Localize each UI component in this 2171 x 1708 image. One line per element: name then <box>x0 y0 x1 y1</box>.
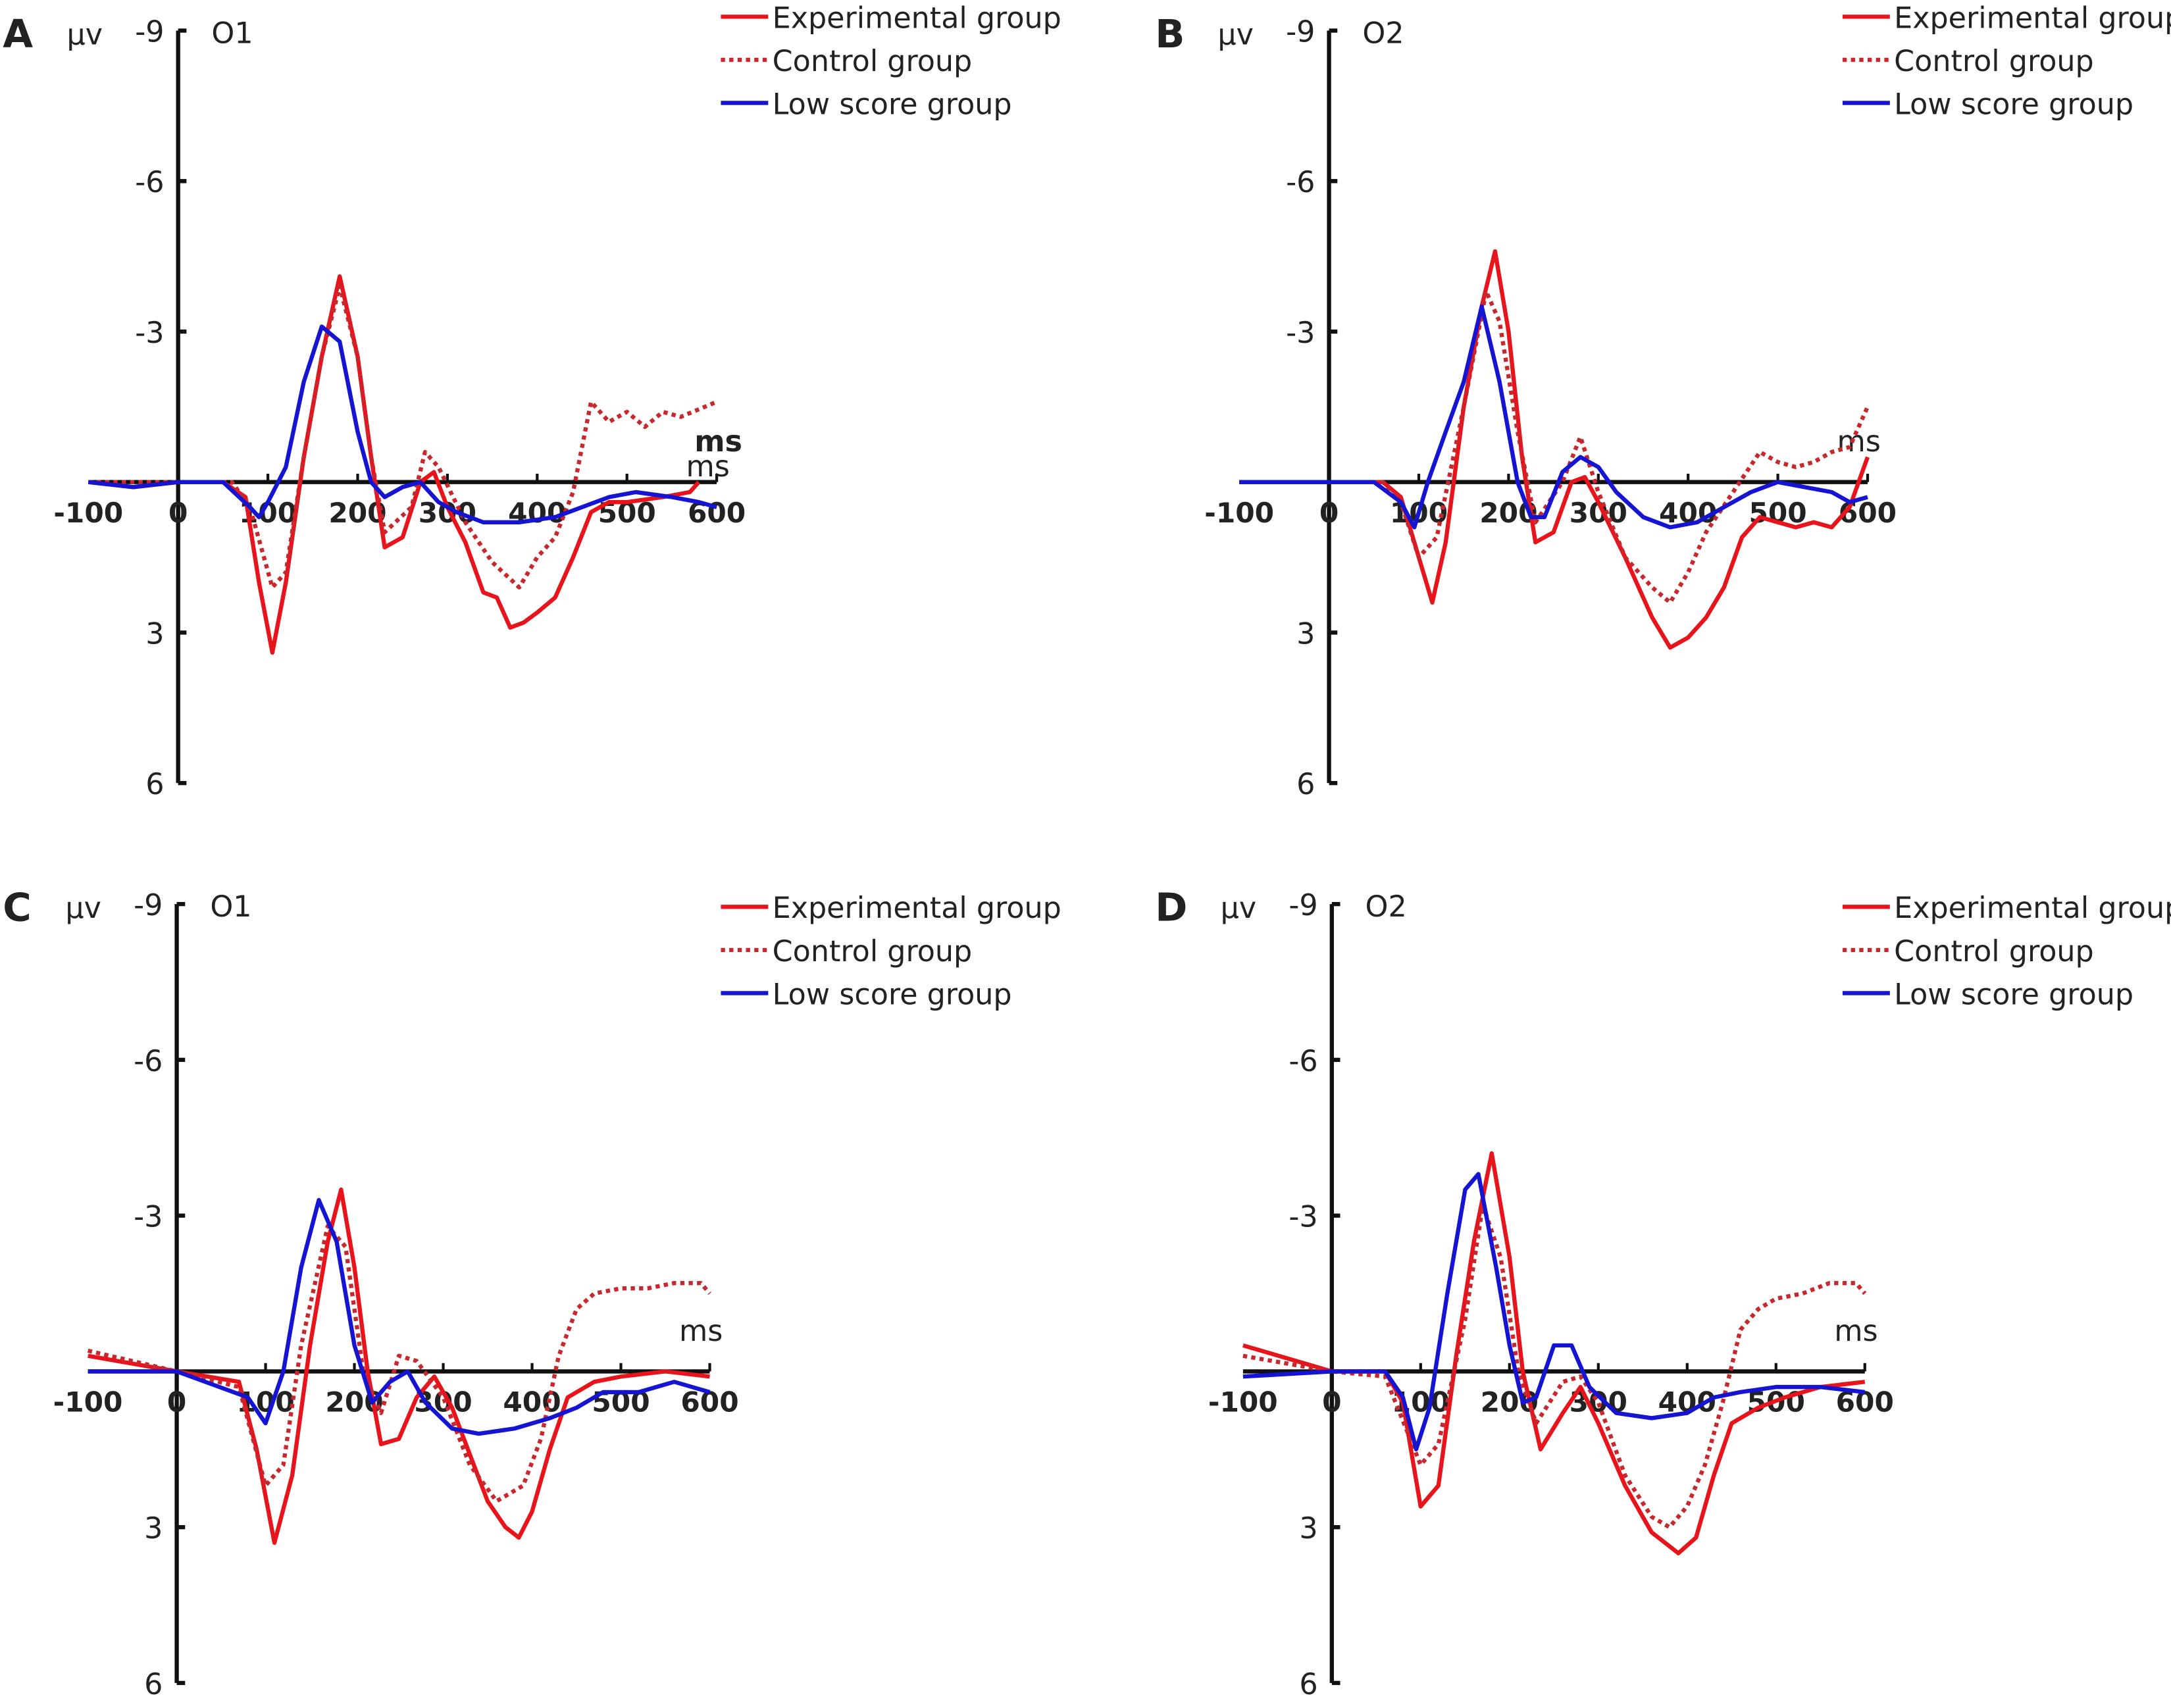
y-tick-label: -3 <box>134 1201 163 1234</box>
y-axis-unit: µv <box>1217 18 1254 52</box>
series-control-group <box>1239 289 1870 605</box>
series-control-group <box>87 1224 711 1503</box>
y-tick-label: -9 <box>1286 15 1315 49</box>
series-control-group <box>88 284 718 590</box>
y-tick-label: -6 <box>135 166 164 199</box>
y-axis-unit: µv <box>67 18 103 52</box>
x-tick-label: -100 <box>1208 1386 1278 1419</box>
y-tick-label: 6 <box>1296 768 1315 801</box>
x-axis-unit: ms <box>694 425 742 459</box>
series-low-score-group <box>88 324 717 524</box>
y-tick-label: 3 <box>1299 1512 1317 1545</box>
y-tick-label: -6 <box>134 1045 163 1078</box>
x-axis-unit: ms <box>1837 425 1880 459</box>
y-tick-label: 3 <box>1296 617 1315 651</box>
legend-entry: Control group <box>1894 45 2094 78</box>
series-control-group <box>1242 1203 1867 1530</box>
y-tick-label: -9 <box>134 889 163 922</box>
y-tick-label: -9 <box>135 15 164 49</box>
y-tick-label: -3 <box>1286 316 1315 350</box>
series-experimental-group <box>1239 249 1870 650</box>
series-low-score-group <box>1242 1172 1866 1451</box>
channel-label: O2 <box>1362 17 1404 51</box>
y-axis-unit: µv <box>1221 892 1257 925</box>
y-tick-label: 3 <box>144 1512 163 1545</box>
y-tick-label: 3 <box>145 617 164 651</box>
y-tick-label: -3 <box>135 316 164 350</box>
channel-label: O1 <box>211 17 253 51</box>
series-low-score-group <box>1239 304 1868 530</box>
x-tick-label: 0 <box>168 497 188 529</box>
legend-entry: Experimental group <box>773 892 1061 925</box>
x-axis-unit: ms <box>686 450 730 484</box>
legend-entry: Low score group <box>773 88 1012 121</box>
series-experimental-group <box>1242 1151 1866 1555</box>
x-tick-label: -100 <box>53 1386 123 1419</box>
x-tick-label: 0 <box>1322 1386 1341 1419</box>
panel-label: C <box>3 884 31 930</box>
legend-entry: Experimental group <box>1894 892 2171 925</box>
panel-label: A <box>3 11 33 57</box>
series-low-score-group <box>88 1197 711 1436</box>
x-axis-unit: ms <box>1834 1315 1877 1348</box>
x-tick-label: 0 <box>167 1386 186 1419</box>
legend-entry: Control group <box>773 45 973 78</box>
legend-entry: Experimental group <box>1894 1 2171 35</box>
series-experimental-group <box>88 274 701 655</box>
x-tick-label: -100 <box>53 497 123 529</box>
y-tick-label: -3 <box>1289 1201 1317 1234</box>
legend-entry: Low score group <box>1894 88 2133 121</box>
panel-label: D <box>1155 884 1187 930</box>
series-experimental-group <box>88 1187 710 1545</box>
y-axis-unit: µv <box>65 892 101 925</box>
channel-label: O1 <box>210 890 251 924</box>
panel-label: B <box>1155 11 1185 57</box>
y-tick-label: -6 <box>1289 1045 1317 1078</box>
legend-entry: Control group <box>1894 935 2094 968</box>
y-tick-label: 6 <box>145 768 164 801</box>
legend-entry: Experimental group <box>773 1 1061 35</box>
legend-entry: Low score group <box>1894 978 2133 1011</box>
y-tick-label: 6 <box>144 1668 163 1701</box>
y-tick-label: -9 <box>1289 889 1317 922</box>
y-tick-label: -6 <box>1286 166 1315 199</box>
legend-entry: Low score group <box>773 978 1012 1011</box>
x-tick-label: 0 <box>1319 497 1339 529</box>
y-tick-label: 6 <box>1299 1668 1317 1701</box>
x-tick-label: -100 <box>1204 497 1274 529</box>
x-axis-unit: ms <box>679 1315 723 1348</box>
channel-label: O2 <box>1366 890 1407 924</box>
legend-entry: Control group <box>773 935 973 968</box>
